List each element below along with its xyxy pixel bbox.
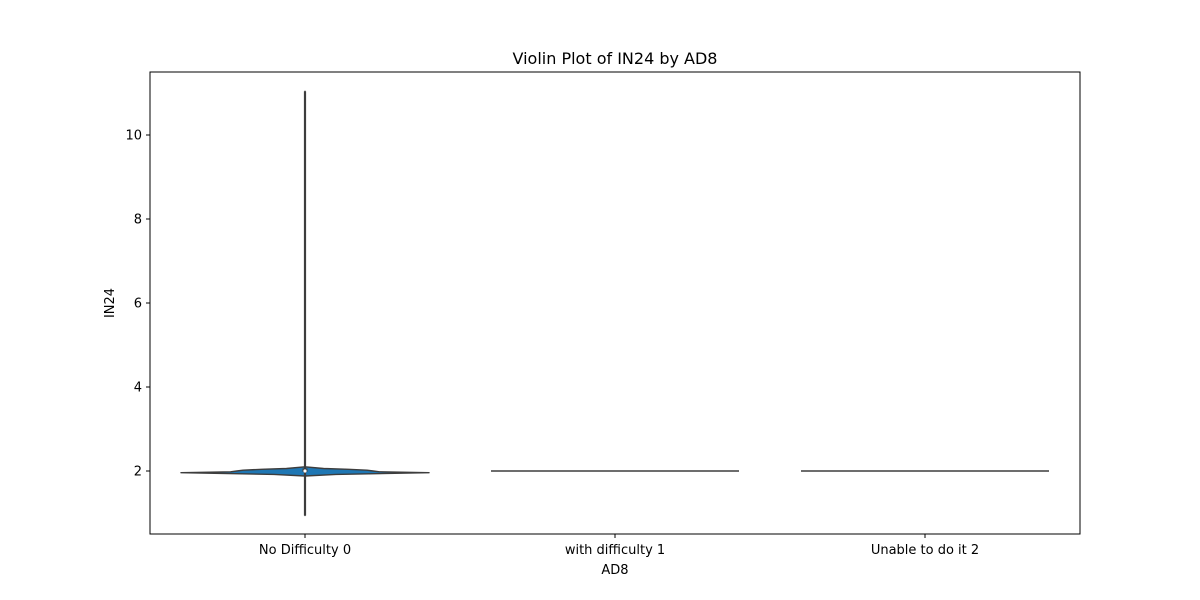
chart-title: Violin Plot of IN24 by AD8 xyxy=(513,49,718,68)
x-tick-label: with difficulty 1 xyxy=(565,543,665,558)
x-tick-label: Unable to do it 2 xyxy=(871,543,979,558)
y-tick-label: 2 xyxy=(134,465,142,480)
violin-median xyxy=(303,469,307,473)
violin-1 xyxy=(180,90,430,517)
x-tick-label: No Difficulty 0 xyxy=(259,543,351,558)
y-tick-label: 8 xyxy=(134,213,142,228)
plot-frame xyxy=(149,71,1081,535)
y-axis-label: IN24 xyxy=(103,288,118,318)
y-tick-label: 10 xyxy=(125,129,142,144)
violin-body xyxy=(180,90,430,517)
x-axis: No Difficulty 0 with difficulty 1 Unable t… xyxy=(259,534,979,558)
y-tick-label: 6 xyxy=(134,297,142,312)
x-axis-label: AD8 xyxy=(601,563,628,578)
y-axis: 2 4 6 8 10 xyxy=(125,129,150,480)
y-tick-label: 4 xyxy=(134,381,142,396)
plot-area xyxy=(180,90,1049,517)
